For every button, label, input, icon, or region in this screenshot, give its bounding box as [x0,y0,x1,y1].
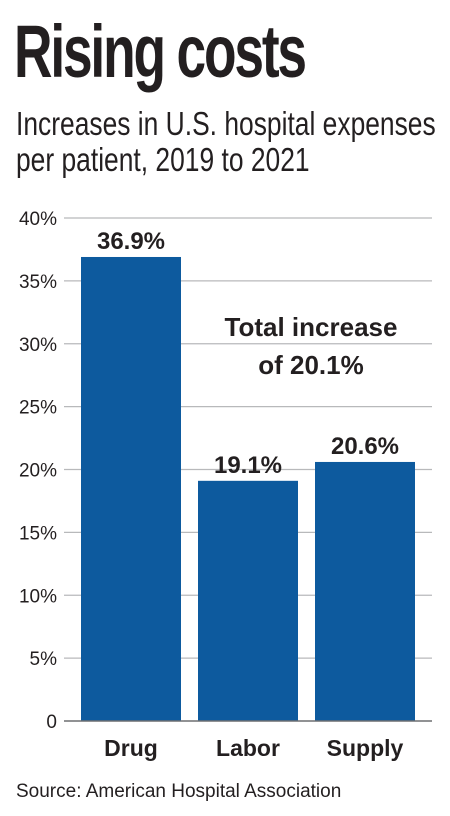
chart-title: Rising costs [14,10,307,93]
subtitle-line-1: Increases in U.S. hospital expenses [16,105,436,142]
y-tick-label: 20% [19,461,57,482]
y-tick-label: 0 [46,712,57,733]
source-note: Source: American Hospital Association [16,781,342,802]
y-tick-label: 5% [30,649,58,670]
y-tick-label: 15% [19,523,57,544]
data-label: 20.6% [331,433,399,460]
x-tick-label: Labor [216,735,280,761]
annotation-line-1: Total increase [225,312,398,342]
y-tick-label: 40% [19,209,57,230]
chart-subtitle: Increases in U.S. hospital expenses per … [16,106,436,178]
data-label: 19.1% [214,452,282,479]
subtitle-line-2: per patient, 2019 to 2021 [16,141,310,178]
bar [315,461,415,721]
y-tick-label: 25% [19,398,57,419]
annotation-line-2: of 20.1% [258,350,364,380]
y-tick-label: 35% [19,272,57,293]
data-label: 36.9% [97,228,165,255]
bar [198,480,298,721]
x-tick-label: Supply [327,735,404,761]
x-tick-label: Drug [104,735,158,761]
bar [81,256,181,721]
y-tick-label: 10% [19,586,57,607]
y-tick-label: 30% [19,335,57,356]
